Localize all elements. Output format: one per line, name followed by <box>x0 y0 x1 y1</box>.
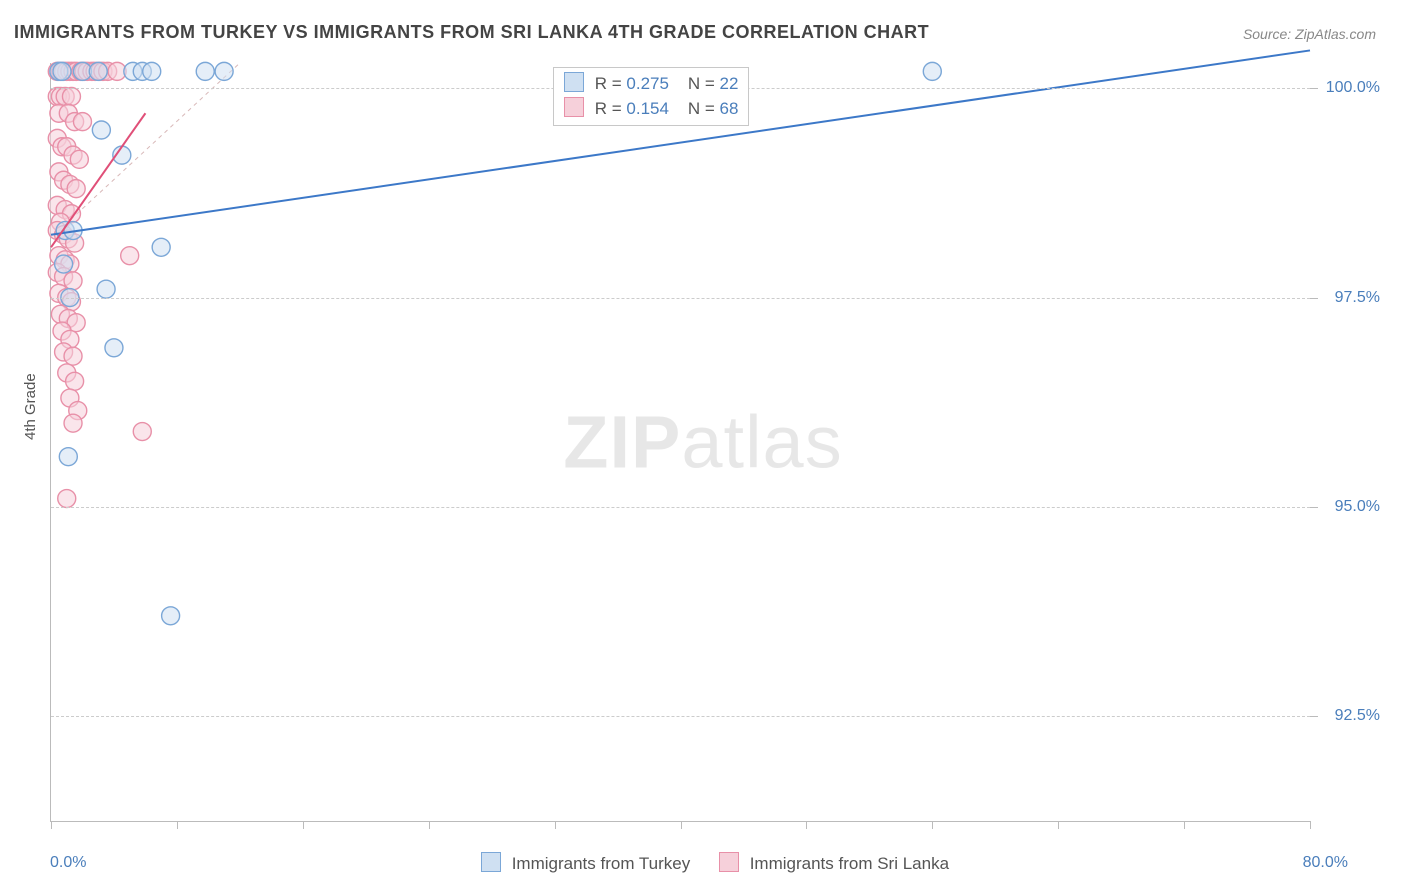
legend-label-srilanka: Immigrants from Sri Lanka <box>750 854 949 873</box>
data-point-turkey <box>92 121 110 139</box>
data-point-turkey <box>196 62 214 80</box>
plot-area <box>50 63 1310 822</box>
data-point-turkey <box>162 607 180 625</box>
chart-title: IMMIGRANTS FROM TURKEY VS IMMIGRANTS FRO… <box>14 22 929 43</box>
r-label: R = <box>595 99 622 118</box>
data-point-turkey <box>97 280 115 298</box>
data-point-srilanka <box>64 414 82 432</box>
tick-right <box>1310 716 1318 717</box>
tick-bottom <box>1184 821 1185 829</box>
tick-bottom <box>1310 821 1311 829</box>
data-point-srilanka <box>121 247 139 265</box>
data-point-srilanka <box>70 150 88 168</box>
y-tick-label: 92.5% <box>1335 707 1380 725</box>
data-point-srilanka <box>133 423 151 441</box>
data-point-srilanka <box>62 88 80 106</box>
tick-right <box>1310 88 1318 89</box>
swatch-turkey-icon <box>481 852 501 872</box>
tick-bottom <box>806 821 807 829</box>
y-tick-label: 97.5% <box>1335 289 1380 307</box>
correlation-legend-box: R = 0.275 N = 22 R = 0.154 N = 68 <box>553 67 749 126</box>
legend-row-srilanka: R = 0.154 N = 68 <box>564 97 738 122</box>
tick-bottom <box>51 821 52 829</box>
series-legend: Immigrants from Turkey Immigrants from S… <box>0 852 1406 874</box>
y-tick-label: 100.0% <box>1326 79 1380 97</box>
data-point-srilanka <box>58 490 76 508</box>
data-point-turkey <box>59 448 77 466</box>
swatch-srilanka-icon <box>564 97 584 117</box>
tick-right <box>1310 298 1318 299</box>
r-value-turkey: 0.275 <box>626 74 669 93</box>
plot-svg <box>51 63 1310 821</box>
n-label: N = <box>688 99 715 118</box>
data-point-srilanka <box>73 113 91 131</box>
source-attribution: Source: ZipAtlas.com <box>1243 26 1376 42</box>
data-point-srilanka <box>64 347 82 365</box>
swatch-turkey-icon <box>564 72 584 92</box>
x-tick-label-max: 80.0% <box>1303 854 1348 872</box>
tick-bottom <box>932 821 933 829</box>
r-label: R = <box>595 74 622 93</box>
data-point-turkey <box>105 339 123 357</box>
tick-bottom <box>429 821 430 829</box>
data-point-turkey <box>152 238 170 256</box>
tick-bottom <box>555 821 556 829</box>
data-point-srilanka <box>66 372 84 390</box>
y-tick-label: 95.0% <box>1335 498 1380 516</box>
data-point-srilanka <box>64 272 82 290</box>
gridline-horizontal <box>51 716 1310 717</box>
data-point-srilanka <box>67 180 85 198</box>
x-tick-label-min: 0.0% <box>50 854 86 872</box>
tick-bottom <box>303 821 304 829</box>
n-value-turkey: 22 <box>720 74 739 93</box>
legend-label-turkey: Immigrants from Turkey <box>512 854 691 873</box>
n-value-srilanka: 68 <box>720 99 739 118</box>
data-point-turkey <box>215 62 233 80</box>
data-point-turkey <box>143 62 161 80</box>
data-point-turkey <box>53 62 71 80</box>
swatch-srilanka-icon <box>719 852 739 872</box>
data-point-turkey <box>55 255 73 273</box>
tick-bottom <box>681 821 682 829</box>
gridline-horizontal <box>51 298 1310 299</box>
data-point-turkey <box>89 62 107 80</box>
data-point-turkey <box>923 62 941 80</box>
tick-right <box>1310 507 1318 508</box>
n-label: N = <box>688 74 715 93</box>
tick-bottom <box>177 821 178 829</box>
r-value-srilanka: 0.154 <box>626 99 669 118</box>
tick-bottom <box>1058 821 1059 829</box>
y-axis-label: 4th Grade <box>22 373 39 440</box>
legend-row-turkey: R = 0.275 N = 22 <box>564 72 738 97</box>
gridline-horizontal <box>51 507 1310 508</box>
